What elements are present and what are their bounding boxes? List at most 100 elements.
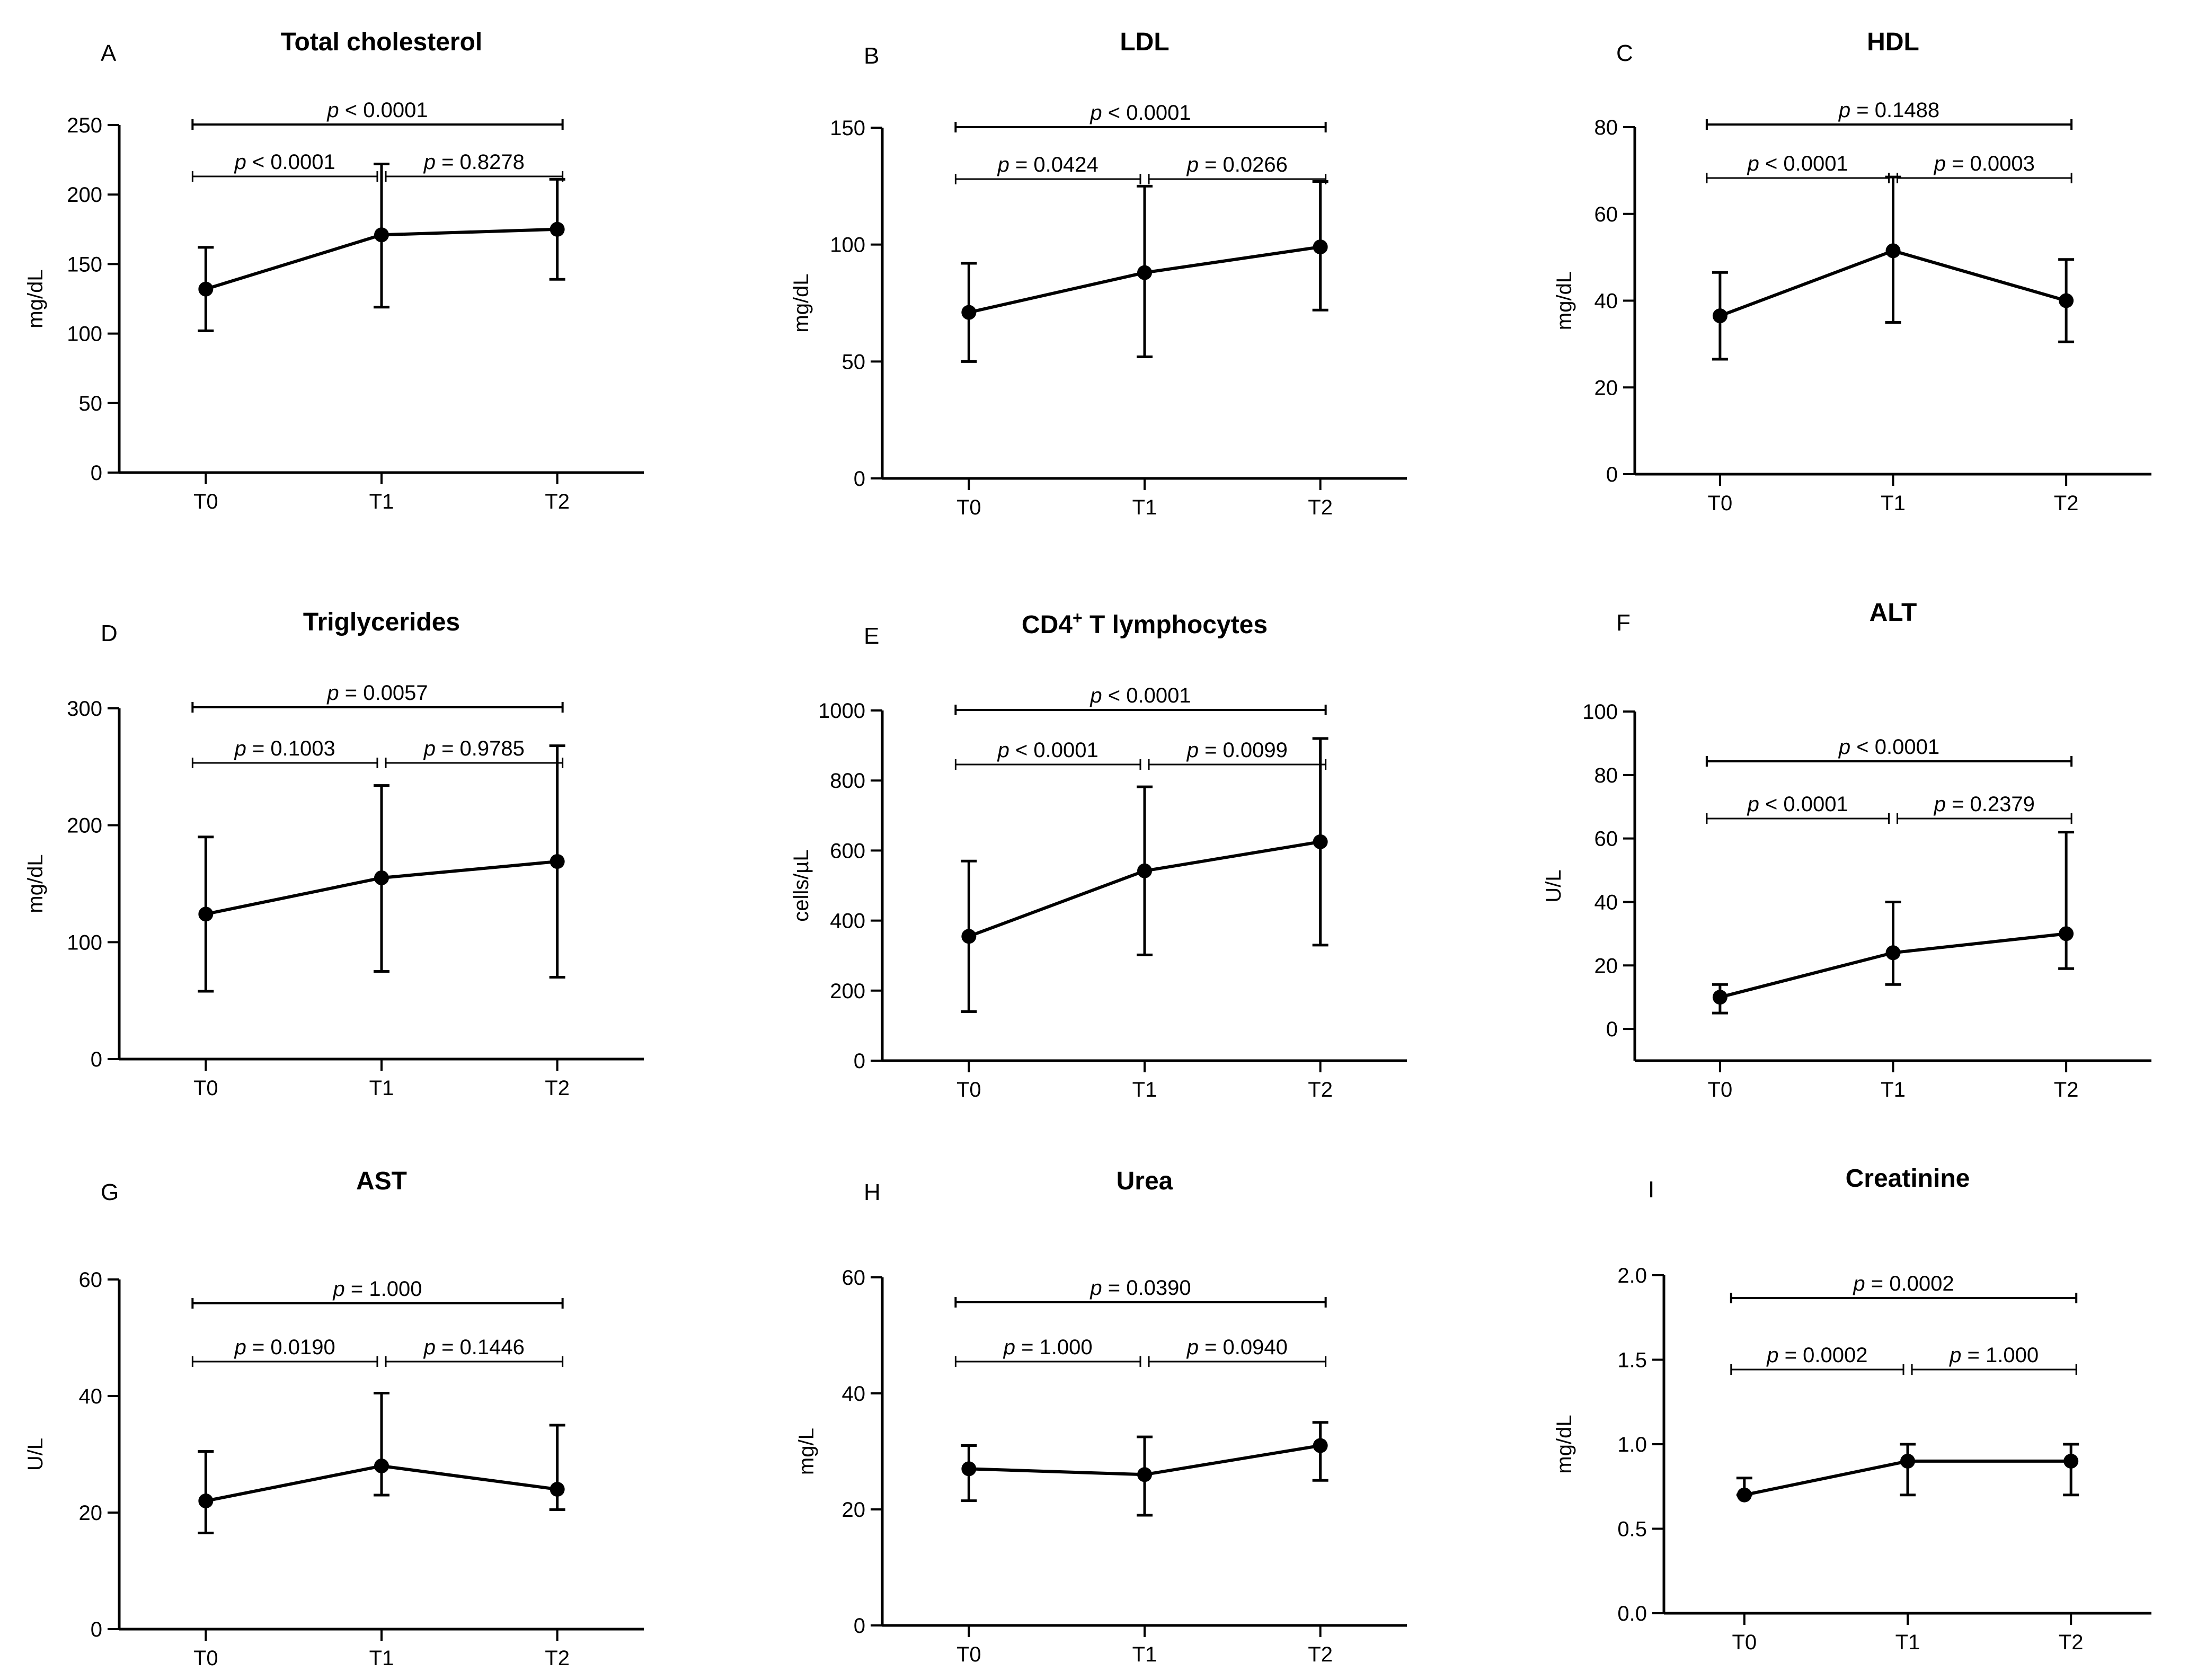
panel-letter: G [101,1179,119,1205]
x-tick-label: T2 [545,1077,570,1100]
chart-title: HDL [1867,28,1919,56]
x-tick-label: T0 [1708,1078,1733,1101]
data-point [2059,293,2074,308]
data-point [1900,1453,1915,1469]
y-tick-label: 300 [67,697,102,721]
data-point [1313,834,1328,849]
data-point [198,281,214,297]
chart-title: Creatinine [1846,1165,1970,1193]
y-tick-label: 0 [91,1618,102,1641]
data-point [198,1494,214,1508]
p-value-label: p = 1.000 [1003,1336,1093,1359]
x-tick-label: T0 [193,1077,218,1100]
y-tick-label: 0 [91,461,102,485]
data-point [961,305,977,320]
chart-title: Triglycerides [303,608,460,636]
x-tick-label: T0 [193,1647,218,1670]
panel-letter: I [1648,1177,1654,1203]
y-tick-label: 20 [79,1501,103,1525]
chart-title: ALT [1870,599,1917,627]
x-tick-label: T2 [2059,1631,2084,1654]
y-tick-label: 800 [830,769,865,793]
x-tick-label: T2 [1308,1643,1333,1666]
p-value-label: p = 0.0057 [326,681,428,705]
x-tick-label: T2 [1308,1078,1333,1101]
chart-panel-c: C HDL mg/dL 0 20 40 60 80 T0 T1 T2 p = 0.1488 p < 0.… [1553,28,2151,515]
y-tick-label: 1000 [818,699,865,723]
x-tick-label: T1 [369,1647,394,1670]
x-tick-label: T0 [1708,492,1733,515]
x-tick-label: T1 [1132,1078,1157,1101]
p-value-label: p = 0.0940 [1186,1336,1288,1359]
data-point [1137,863,1152,878]
chart-panel-a: A Total cholesterol mg/dL 0 50 100 150 200 250 T0… [24,28,644,513]
p-value-label: p = 0.0002 [1853,1272,1954,1295]
y-tick-label: 0 [854,1614,865,1638]
x-tick-label: T2 [2054,492,2079,515]
y-axis-label: mg/L [795,1428,818,1475]
y-tick-label: 80 [1594,116,1618,139]
chart-title: CD4+ T lymphocytes [1022,608,1268,639]
p-value-label: p = 0.0002 [1766,1344,1867,1367]
p-value-label: p < 0.0001 [1747,152,1848,175]
y-tick-label: 20 [842,1498,866,1522]
x-tick-label: T2 [2054,1078,2079,1101]
data-point [198,906,214,922]
y-tick-label: 40 [1594,891,1618,914]
p-value-label: p = 0.1488 [1838,99,1939,122]
y-tick-label: 40 [1594,290,1618,313]
p-value-label: p = 0.1003 [234,737,335,760]
y-tick-label: 100 [830,234,865,257]
y-tick-label: 60 [79,1268,103,1292]
p-value-label: p = 0.8278 [423,150,525,174]
p-value-label: p = 0.0099 [1186,739,1288,762]
y-axis-label: mg/dL [790,273,813,332]
panel-letter: H [864,1179,881,1205]
p-value-label: p = 0.0190 [234,1336,335,1359]
y-tick-label: 0.5 [1617,1518,1647,1541]
y-tick-label: 200 [67,183,102,207]
y-tick-label: 200 [67,814,102,838]
chart-panel-d: D Triglycerides mg/dL 0 100 200 300 T0 T1 T2 p = 0… [24,608,644,1100]
data-point [374,870,389,885]
data-point [961,929,977,944]
x-tick-label: T2 [1308,496,1333,519]
data-point [1313,1438,1328,1453]
x-tick-label: T1 [1895,1631,1920,1654]
panel-letter: F [1616,610,1631,636]
y-axis-label: U/L [24,1438,47,1471]
x-tick-label: T1 [369,1077,394,1100]
chart-panel-b: B LDL mg/dL 0 50 100 150 T0 T1 T2 p < 0.0001 p = 0.… [790,28,1407,519]
p-value-label: p = 0.0424 [997,153,1098,176]
data-point [1737,1487,1752,1503]
data-point [961,1461,977,1477]
data-point [374,1459,389,1473]
p-value-label: p < 0.0001 [234,150,335,174]
data-point [1712,308,1728,324]
y-tick-label: 150 [67,253,102,276]
x-tick-label: T1 [1132,1643,1157,1666]
data-point [2059,926,2074,941]
y-tick-label: 1.0 [1617,1433,1647,1456]
y-tick-label: 50 [842,350,866,374]
y-tick-label: 2.0 [1617,1264,1647,1287]
data-point [1137,1467,1152,1482]
y-tick-label: 60 [842,1266,866,1290]
x-tick-label: T1 [1881,1078,1906,1101]
data-point [1313,239,1328,255]
data-point [2063,1453,2079,1469]
data-point [1137,265,1152,280]
chart-panel-i: I Creatinine mg/dL 0.0 0.5 1.0 1.5 2.0 T0 T1 T2 p =… [1553,1165,2151,1654]
x-tick-label: T2 [545,490,570,513]
panel-letter: E [864,623,879,649]
p-value-label: p = 0.0003 [1934,152,2035,175]
y-axis-label: mg/dL [1553,1415,1576,1473]
x-tick-label: T0 [956,1078,981,1101]
y-tick-label: 1.5 [1617,1349,1647,1372]
p-value-label: p = 1.000 [1949,1344,2039,1367]
chart-title: Total cholesterol [281,28,483,56]
p-value-label: p < 0.0001 [326,99,428,122]
y-tick-label: 40 [842,1382,866,1406]
y-tick-label: 150 [830,117,865,140]
y-tick-label: 100 [1582,700,1618,724]
